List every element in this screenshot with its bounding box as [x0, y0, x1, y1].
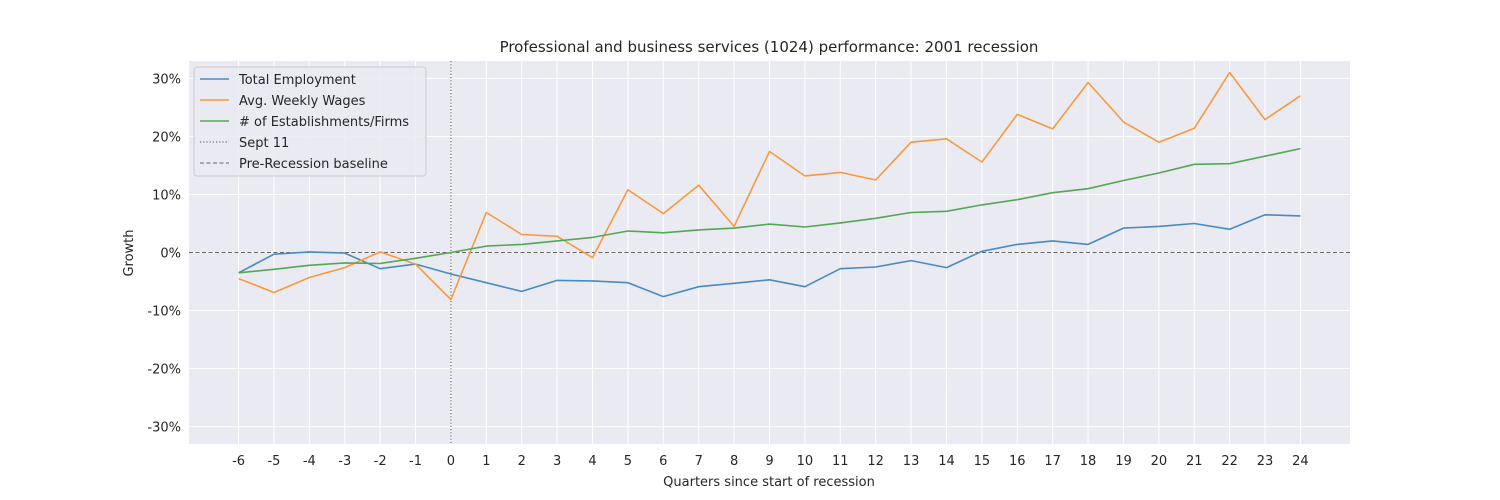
x-tick-label: 13 — [903, 454, 920, 469]
x-tick-label: 15 — [974, 454, 991, 469]
y-tick-label: 10% — [152, 188, 181, 203]
series-line-of-establishments-firms — [238, 147, 1301, 274]
reference-lines — [189, 61, 1350, 444]
y-tick-label: 0% — [160, 247, 181, 262]
chart-title: Professional and business services (1024… — [500, 38, 1039, 56]
x-tick-label: 21 — [1186, 454, 1203, 469]
x-tick-label: 23 — [1257, 454, 1274, 469]
x-tick-label: 20 — [1151, 454, 1168, 469]
legend-label: Pre-Recession baseline — [239, 157, 388, 172]
legend: Total Employment Avg. Weekly Wages # of Es… — [193, 66, 427, 177]
y-tick-label: -20% — [147, 363, 181, 378]
legend-label: # of Establishments/Firms — [239, 115, 409, 130]
x-tick-label: 22 — [1221, 454, 1238, 469]
legend-label: Total Employment — [238, 73, 356, 88]
y-tick-label: 30% — [152, 72, 181, 87]
x-tick-label: 3 — [553, 454, 561, 469]
y-tick-label: -10% — [147, 305, 181, 320]
y-tick-label: 20% — [152, 130, 181, 145]
x-tick-label: 9 — [765, 454, 773, 469]
x-tick-label: 7 — [695, 454, 703, 469]
x-tick-label: 5 — [624, 454, 632, 469]
series-line-avg-weekly-wages — [238, 71, 1301, 301]
x-tick-label: 8 — [730, 454, 738, 469]
x-tick-label: -5 — [267, 454, 280, 469]
legend-label: Avg. Weekly Wages — [239, 94, 366, 109]
x-tick-label: 1 — [482, 454, 490, 469]
x-tick-label: 24 — [1292, 454, 1309, 469]
x-tick-label: 10 — [797, 454, 814, 469]
x-tick-label: -1 — [409, 454, 422, 469]
legend-box — [193, 66, 427, 177]
x-tick-label: 2 — [518, 454, 526, 469]
x-tick-label: -3 — [338, 454, 351, 469]
x-tick-label: 11 — [832, 454, 849, 469]
series-layer — [238, 71, 1301, 301]
x-tick-label: 6 — [659, 454, 667, 469]
x-tick-label: 16 — [1009, 454, 1026, 469]
x-tick-label: 18 — [1080, 454, 1097, 469]
legend-label: Sept 11 — [239, 136, 289, 151]
x-tick-label: 14 — [938, 454, 955, 469]
x-tick-label: 4 — [588, 454, 596, 469]
x-tick-label: 19 — [1115, 454, 1132, 469]
x-tick-label: 12 — [867, 454, 884, 469]
x-tick-label: 17 — [1044, 454, 1061, 469]
x-tick-label: -6 — [232, 454, 245, 469]
x-axis-label: Quarters since start of recession — [663, 475, 875, 490]
x-tick-label: -4 — [303, 454, 316, 469]
y-tick-label: -30% — [147, 421, 181, 436]
y-axis-label: Growth — [122, 229, 137, 276]
y-tick-labels: -30% -20% -10% 0% 10% 20% 30% — [147, 72, 181, 435]
x-tick-label: 0 — [447, 454, 455, 469]
x-tick-labels: -6 -5 -4 -3 -2 -1 0 1 2 3 4 5 6 7 8 9 10 11 12 13 14 15 16 17 18… — [232, 454, 1309, 469]
x-tick-label: -2 — [374, 454, 387, 469]
